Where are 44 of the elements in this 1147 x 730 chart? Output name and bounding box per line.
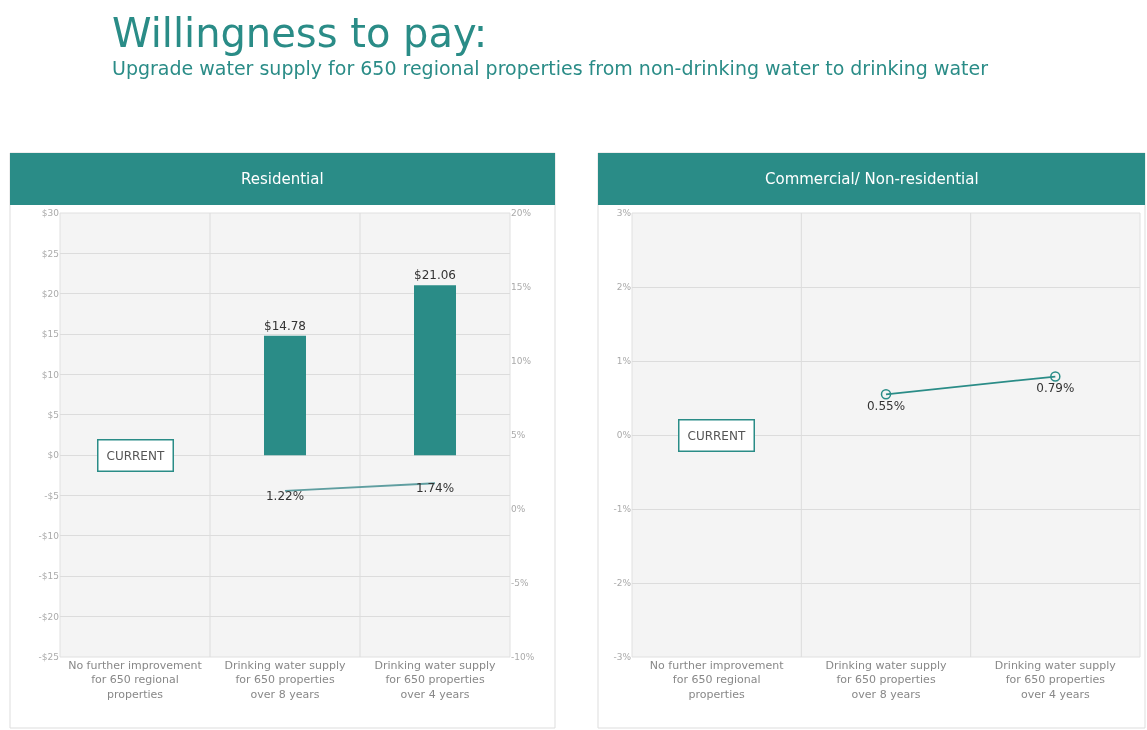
x-tick-label: Drinking water supply for 650 properties over 4 years: [374, 659, 496, 701]
x-tick-label: No further improvement for 650 regional properties: [649, 659, 785, 701]
y-tick-label: -$15: [38, 571, 59, 582]
data-label: 1.74%: [415, 481, 455, 496]
x-tick-label: Drinking water supply for 650 properties over 8 years: [825, 659, 947, 701]
annotation: CURRENT: [106, 448, 165, 463]
y-tick-label: -$5: [44, 490, 59, 501]
y-tick-label: -2%: [613, 578, 632, 589]
y-tick-label: 3%: [616, 208, 632, 219]
y-tick-label: $20: [41, 288, 60, 299]
x-tick-label: No further improvement for 650 regional properties: [68, 659, 203, 701]
y-tick-label: $25: [41, 248, 59, 259]
y-tick-label: $30: [41, 208, 60, 219]
y-tick-label: 1%: [616, 356, 632, 367]
y2-tick-label: -10%: [511, 652, 535, 663]
x-tick-label: Drinking water supply for 650 properties over 8 years: [224, 659, 346, 701]
y-tick-label: $0: [47, 450, 60, 461]
y-tick-label: -$20: [38, 611, 60, 622]
y2-tick-label: 5%: [511, 430, 526, 441]
chart-title: Residential: [241, 170, 324, 188]
data-label: 0.79%: [1036, 381, 1075, 396]
y2-tick-label: 10%: [511, 356, 532, 367]
y2-tick-label: 0%: [511, 504, 526, 515]
y-tick-label: $5: [47, 409, 59, 420]
data-label: $14.78: [264, 318, 306, 333]
y2-tick-label: 20%: [511, 208, 532, 219]
annotation: CURRENT: [687, 428, 746, 443]
text: Upgrade water supply for 650 regional properties from non-drinking water to drinking water: [112, 57, 989, 79]
y-tick-label: 0%: [616, 430, 632, 441]
y-tick-label: $10: [41, 369, 60, 380]
y-tick-label: 2%: [616, 282, 632, 293]
data-label: $21.06: [414, 268, 456, 283]
y-tick-label: -3%: [613, 652, 632, 663]
y2-tick-label: 15%: [511, 282, 532, 293]
text: Willingness to pay:: [112, 10, 488, 56]
x-tick-label: Drinking water supply for 650 properties over 4 years: [994, 659, 1117, 701]
y-tick-label: $15: [41, 329, 59, 340]
chart-title: Commercial/ Non-residential: [765, 170, 979, 188]
y-tick-label: -$25: [38, 652, 59, 663]
y2-tick-label: -5%: [511, 578, 529, 589]
y-tick-label: -1%: [613, 504, 632, 515]
data-label: 1.22%: [265, 488, 305, 503]
data-label: 0.55%: [866, 398, 906, 413]
y-tick-label: -$10: [38, 531, 60, 542]
